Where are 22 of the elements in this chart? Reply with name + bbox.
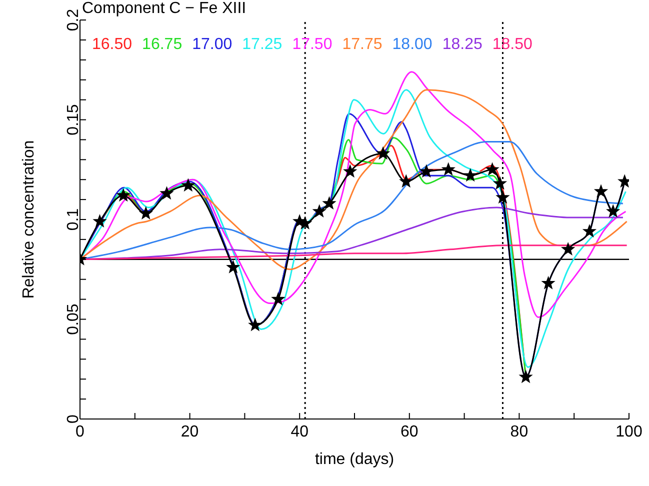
x-tick-label: 20 (180, 423, 199, 440)
y-tick-label: 0.1 (65, 208, 82, 231)
y-tick-label: 0.2 (65, 8, 82, 32)
x-axis-title: time (days) (314, 451, 394, 468)
y-tick-label: 0 (65, 414, 82, 424)
text: 16.75 (142, 36, 182, 54)
text: 18.25 (442, 36, 482, 54)
text: 17.50 (292, 36, 332, 54)
x-tick-label: 60 (400, 423, 418, 440)
text: 17.75 (342, 36, 382, 54)
x-tick-label: 40 (290, 423, 309, 440)
text: 18.00 (392, 36, 432, 54)
y-tick-label: 0.15 (65, 104, 82, 136)
text: 18.50 (492, 36, 532, 54)
text: 17.00 (192, 36, 232, 54)
x-tick-label: 100 (616, 423, 642, 440)
y-axis-title: Relative concentration (20, 140, 38, 299)
chart-title: Component C − Fe XIII (82, 0, 246, 18)
text: 16.50 (92, 36, 132, 54)
x-tick-label: 80 (510, 423, 528, 440)
text: 17.25 (242, 36, 282, 54)
y-tick-label: 0.05 (65, 304, 82, 335)
